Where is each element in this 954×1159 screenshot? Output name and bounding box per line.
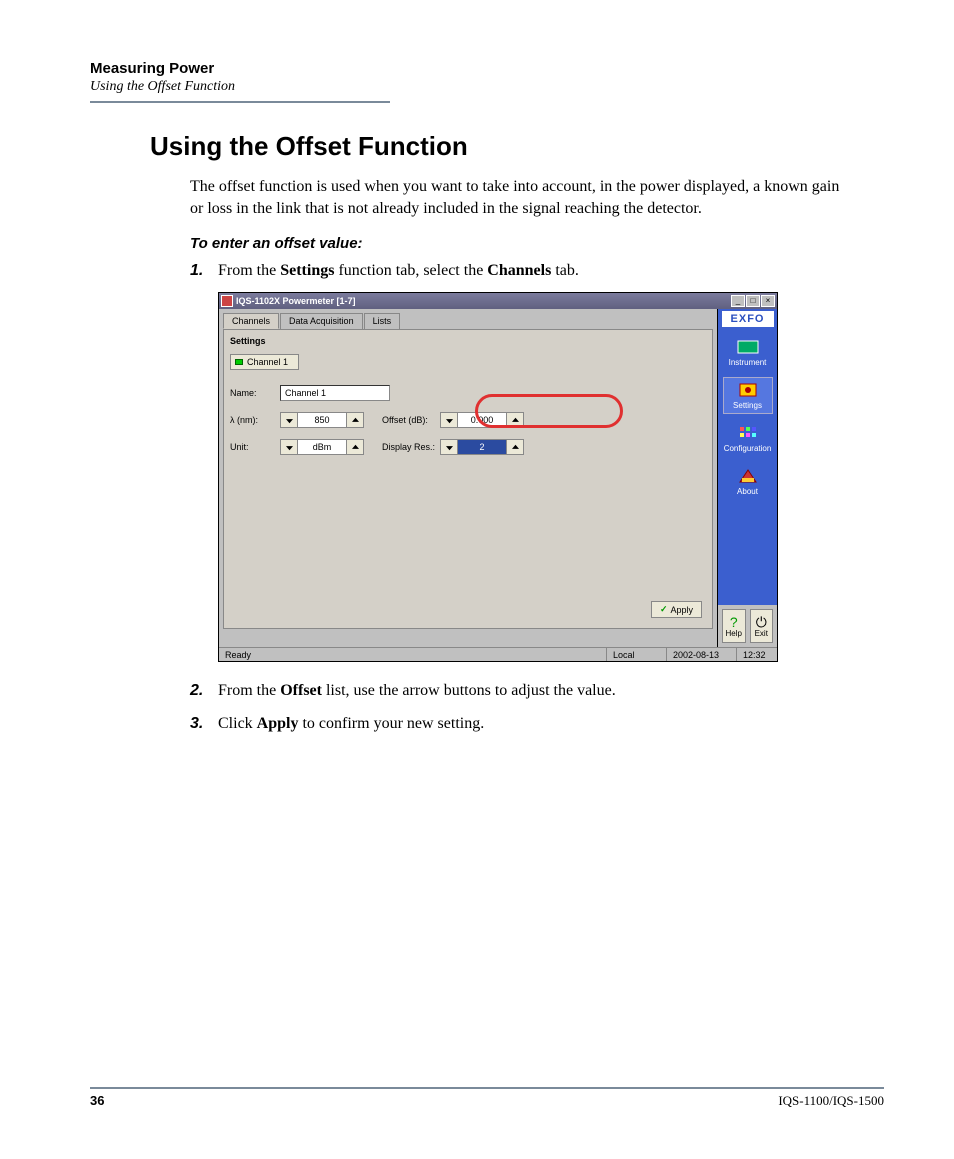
row-unit: Unit: dBm Display Res.: 2: [230, 438, 706, 456]
step-number: 1.: [190, 260, 218, 282]
window-title: IQS-1102X Powermeter [1-7]: [236, 296, 730, 306]
close-button[interactable]: ×: [761, 295, 775, 307]
label-name: Name:: [230, 388, 280, 398]
status-date: 2002-08-13: [667, 648, 737, 661]
help-button[interactable]: ?Help: [722, 609, 746, 643]
label-display-res: Display Res.:: [382, 442, 440, 452]
header-chapter: Measuring Power: [90, 60, 884, 77]
tab-data-acquisition[interactable]: Data Acquisition: [280, 313, 363, 329]
main-panel: Channels Data Acquisition Lists Settings…: [219, 309, 717, 647]
page-footer: 36 IQS-1100/IQS-1500: [90, 1079, 884, 1109]
sidebar-item-about[interactable]: About: [723, 463, 773, 500]
row-lambda: λ (nm): 850 Offset (dB): 0.000: [230, 411, 706, 429]
steps-list-cont: 2. From the Offset list, use the arrow b…: [190, 680, 844, 735]
tab-lists[interactable]: Lists: [364, 313, 401, 329]
step-number: 3.: [190, 713, 218, 735]
offset-value[interactable]: 0.000: [458, 412, 506, 428]
offset-up-button[interactable]: [506, 412, 524, 428]
intro-paragraph: The offset function is used when you wan…: [190, 176, 844, 221]
footer-rule: [90, 1087, 884, 1089]
unit-value[interactable]: dBm: [298, 439, 346, 455]
channel-selector[interactable]: Channel 1: [230, 354, 299, 370]
about-icon: [736, 467, 760, 485]
brand-logo: EXFO: [722, 311, 774, 327]
status-local: Local: [607, 648, 667, 661]
titlebar[interactable]: IQS-1102X Powermeter [1-7] _ □ ×: [219, 293, 777, 309]
step-text: From the Settings function tab, select t…: [218, 260, 844, 282]
display-down-button[interactable]: [440, 439, 458, 455]
doc-id: IQS-1100/IQS-1500: [778, 1093, 884, 1109]
tab-channels[interactable]: Channels: [223, 313, 279, 329]
settings-group-label: Settings: [230, 336, 706, 346]
sidebar-bottom: ?Help ⏻Exit: [718, 605, 777, 647]
maximize-button[interactable]: □: [746, 295, 760, 307]
unit-up-button[interactable]: [346, 439, 364, 455]
sidebar-item-instrument[interactable]: Instrument: [723, 334, 773, 371]
display-res-value[interactable]: 2: [458, 439, 506, 455]
page-number: 36: [90, 1093, 104, 1109]
display-up-button[interactable]: [506, 439, 524, 455]
status-ready: Ready: [219, 648, 607, 661]
sidebar: EXFO Instrument Settings Configuration A…: [717, 309, 777, 647]
minimize-button[interactable]: _: [731, 295, 745, 307]
header-rule: [90, 101, 390, 103]
sidebar-item-configuration[interactable]: Configuration: [723, 420, 773, 457]
instrument-icon: [736, 338, 760, 356]
check-icon: ✓: [660, 604, 668, 615]
status-bar: Ready Local 2002-08-13 12:32: [219, 647, 777, 661]
step-text: Click Apply to confirm your new setting.: [218, 713, 844, 735]
offset-down-button[interactable]: [440, 412, 458, 428]
label-offset: Offset (dB):: [382, 415, 440, 425]
app-icon: [221, 295, 233, 307]
step-2: 2. From the Offset list, use the arrow b…: [190, 680, 844, 702]
procedure-subhead: To enter an offset value:: [190, 235, 884, 252]
name-input[interactable]: Channel 1: [280, 385, 390, 401]
offset-spinner: 0.000: [440, 412, 524, 428]
channel-label: Channel 1: [247, 357, 288, 367]
label-unit: Unit:: [230, 442, 280, 452]
status-time: 12:32: [737, 648, 777, 661]
sidebar-item-settings[interactable]: Settings: [723, 377, 773, 414]
configuration-icon: [736, 424, 760, 442]
unit-down-button[interactable]: [280, 439, 298, 455]
power-icon: ⏻: [756, 615, 767, 629]
apply-label: Apply: [670, 605, 693, 615]
settings-panel: Settings Channel 1 Name: Channel 1 λ (nm…: [223, 329, 713, 629]
channel-led-icon: [235, 359, 243, 365]
display-res-spinner: 2: [440, 439, 524, 455]
tab-strip: Channels Data Acquisition Lists: [223, 313, 713, 329]
page-title: Using the Offset Function: [150, 131, 884, 162]
help-icon: ?: [730, 615, 738, 629]
step-1: 1. From the Settings function tab, selec…: [190, 260, 844, 282]
steps-list: 1. From the Settings function tab, selec…: [190, 260, 844, 282]
lambda-value[interactable]: 850: [298, 412, 346, 428]
unit-spinner: dBm: [280, 439, 364, 455]
row-name: Name: Channel 1: [230, 384, 706, 402]
settings-icon: [736, 381, 760, 399]
page-header: Measuring Power Using the Offset Functio…: [90, 60, 884, 103]
step-3: 3. Click Apply to confirm your new setti…: [190, 713, 844, 735]
label-lambda: λ (nm):: [230, 415, 280, 425]
header-section: Using the Offset Function: [90, 79, 884, 95]
apply-button[interactable]: ✓ Apply: [651, 601, 702, 618]
lambda-down-button[interactable]: [280, 412, 298, 428]
step-text: From the Offset list, use the arrow butt…: [218, 680, 844, 702]
exit-button[interactable]: ⏻Exit: [750, 609, 774, 643]
lambda-spinner: 850: [280, 412, 364, 428]
lambda-up-button[interactable]: [346, 412, 364, 428]
step-number: 2.: [190, 680, 218, 702]
app-window: IQS-1102X Powermeter [1-7] _ □ × Channel…: [218, 292, 778, 662]
